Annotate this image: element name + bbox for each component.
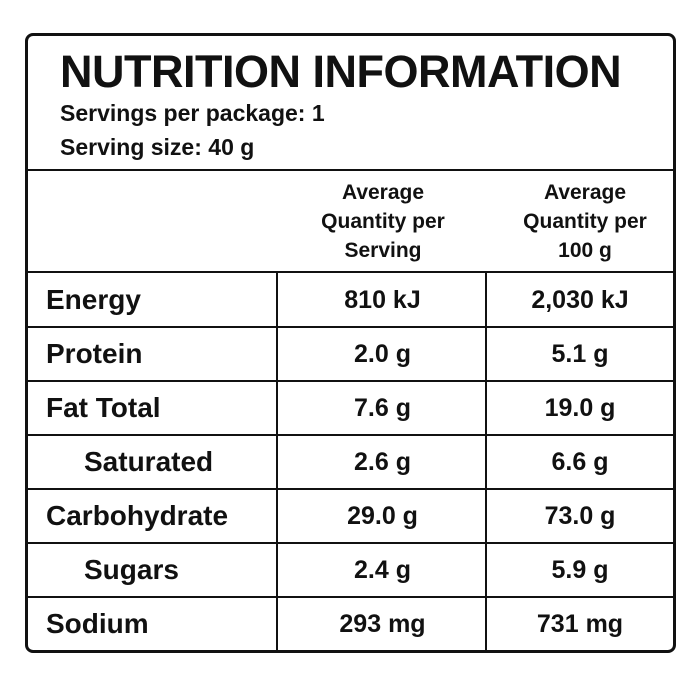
nutrient-name: Sodium: [46, 608, 149, 639]
serving-size: Serving size: 40 g: [60, 134, 255, 160]
per-100g-value: 5.1 g: [551, 339, 609, 368]
row-divider: [28, 488, 673, 490]
column-header: Average Quantity per 100 g: [523, 181, 647, 262]
nutrient-name: Energy: [46, 284, 141, 315]
per-100g-value: 19.0 g: [544, 393, 616, 422]
column-header: Average Quantity per Serving: [321, 181, 445, 262]
per-100g-value: 731 mg: [536, 609, 624, 638]
per-serving-value: 7.6 g: [354, 393, 411, 422]
row-divider: [28, 380, 673, 382]
nutrient-name: Fat Total: [46, 392, 161, 423]
column-line: [276, 272, 278, 650]
per-100g-value: 73.0 g: [544, 501, 616, 530]
per-serving-value: 810 kJ: [344, 285, 421, 314]
per-serving-value: 29.0 g: [347, 501, 418, 530]
per-100g-value: 2,030 kJ: [531, 285, 629, 314]
divider: [28, 271, 673, 273]
row-divider: [28, 596, 673, 598]
per-100g-value: 6.6 g: [551, 447, 609, 476]
per-serving-value: 2.0 g: [354, 339, 411, 368]
nutrition-panel: NUTRITION INFORMATION Servings per packa…: [25, 33, 676, 653]
row-divider: [28, 542, 673, 544]
column-line: [485, 272, 487, 650]
per-serving-value: 2.6 g: [354, 447, 411, 476]
nutrient-name: Sugars: [84, 554, 179, 585]
row-divider: [28, 326, 673, 328]
row-divider: [28, 434, 673, 436]
nutrient-name: Protein: [46, 338, 143, 369]
per-100g-value: 5.9 g: [551, 555, 609, 584]
nutrient-name: Saturated: [84, 446, 214, 477]
title: NUTRITION INFORMATION: [60, 46, 622, 97]
nutrient-name: Carbohydrate: [46, 500, 229, 531]
per-serving-value: 293 mg: [339, 609, 426, 638]
servings-per-package: Servings per package: 1: [60, 100, 325, 126]
divider: [28, 169, 673, 171]
per-serving-value: 2.4 g: [354, 555, 411, 584]
